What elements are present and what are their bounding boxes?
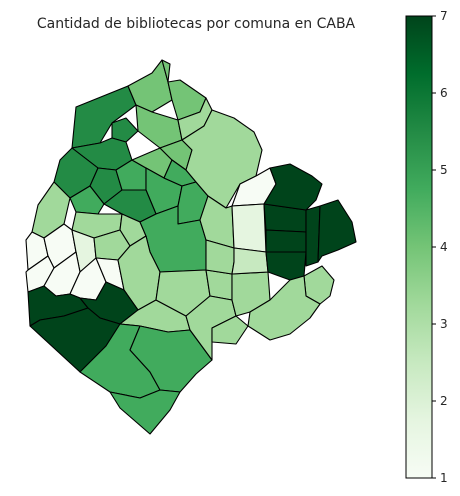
map-region (263, 163, 323, 211)
map-region (109, 389, 181, 435)
colorbar-tick-label: 2 (440, 394, 448, 408)
map-region (69, 185, 105, 215)
colorbar-tick-label: 7 (440, 9, 448, 23)
map-region (211, 315, 249, 345)
colorbar-tick-label: 6 (440, 86, 448, 100)
map-region (129, 325, 213, 393)
map-title: Cantidad de bibliotecas por comuna en CA… (36, 16, 356, 32)
map-region (231, 247, 269, 275)
map-region (231, 203, 267, 253)
map-region (161, 59, 171, 83)
map-region (111, 117, 139, 143)
colorbar-tick-label: 1 (440, 471, 448, 485)
colorbar-tick-label: 3 (440, 317, 448, 331)
colorbar: 1 2 3 4 5 6 7 (405, 9, 448, 485)
map-region (265, 251, 307, 281)
map-region (317, 199, 357, 263)
colorbar-tick-label: 4 (440, 240, 448, 254)
map-region (247, 275, 321, 341)
map-region (265, 229, 307, 253)
colorbar-tick-label: 5 (440, 163, 448, 177)
